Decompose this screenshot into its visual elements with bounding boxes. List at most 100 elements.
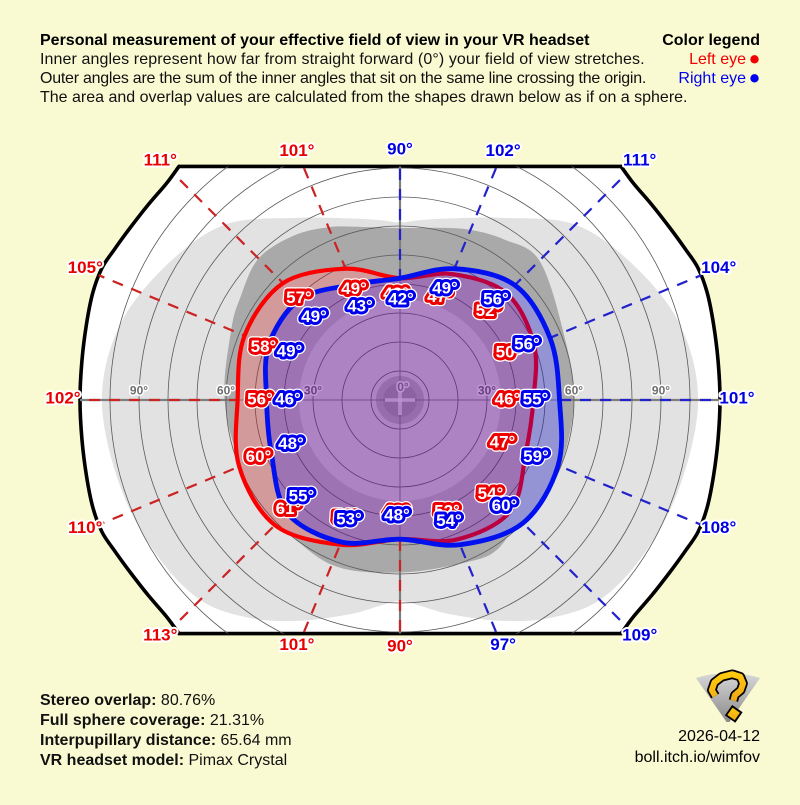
svg-text:48°: 48° — [278, 434, 304, 453]
svg-text:55°: 55° — [289, 487, 315, 506]
svg-text:47°: 47° — [427, 287, 453, 306]
svg-text:42°: 42° — [388, 290, 414, 309]
svg-text:Color legend: Color legend — [662, 32, 760, 49]
svg-text:Outer angles are the sum of th: Outer angles are the sum of the inner an… — [40, 70, 646, 87]
svg-text:52°: 52° — [476, 301, 502, 320]
svg-text:61°: 61° — [276, 499, 302, 518]
svg-text:43°: 43° — [347, 297, 373, 316]
svg-text:105°: 105° — [68, 258, 103, 277]
svg-text:49°: 49° — [301, 307, 327, 326]
svg-text:48°: 48° — [384, 506, 410, 525]
svg-text:49°: 49° — [277, 342, 303, 361]
svg-text:49°: 49° — [341, 279, 367, 298]
svg-text:Left eye: Left eye — [689, 51, 746, 68]
svg-text:46°: 46° — [275, 390, 301, 409]
svg-text:42°: 42° — [388, 290, 414, 309]
svg-text:54°: 54° — [333, 508, 359, 527]
svg-text:56°: 56° — [514, 335, 540, 354]
svg-text:0°: 0° — [397, 380, 409, 394]
svg-text:111°: 111° — [144, 150, 177, 169]
svg-text:43°: 43° — [347, 297, 373, 316]
svg-text:90°: 90° — [130, 384, 148, 398]
svg-text:102°: 102° — [486, 141, 521, 160]
svg-text:50°: 50° — [496, 343, 522, 362]
svg-text:Full sphere coverage: 21.31%: Full sphere coverage: 21.31% — [40, 712, 264, 729]
svg-text:90°: 90° — [387, 139, 413, 158]
svg-text:47°: 47° — [427, 287, 453, 306]
svg-text:52°: 52° — [476, 301, 502, 320]
svg-text:60°: 60° — [217, 384, 235, 398]
svg-text:57°: 57° — [286, 288, 312, 307]
svg-text:102°: 102° — [45, 389, 80, 408]
svg-text:101°: 101° — [279, 635, 314, 654]
svg-text:46°: 46° — [495, 390, 521, 409]
svg-text:56°: 56° — [247, 390, 273, 409]
svg-text:56°: 56° — [247, 390, 273, 409]
svg-text:54°: 54° — [478, 484, 504, 503]
svg-text:60°: 60° — [246, 447, 272, 466]
svg-text:109°: 109° — [622, 626, 657, 645]
svg-text:101°: 101° — [719, 389, 754, 408]
svg-text:The area and overlap values ar: The area and overlap values are calculat… — [40, 89, 688, 106]
svg-text:60°: 60° — [246, 447, 272, 466]
svg-text:Personal measurement of your e: Personal measurement of your effective f… — [40, 32, 590, 49]
svg-text:90°: 90° — [387, 637, 413, 656]
svg-text:Interpupillary distance: 65.64: Interpupillary distance: 65.64 mm — [40, 732, 292, 749]
svg-text:48°: 48° — [384, 502, 410, 521]
svg-text:55°: 55° — [523, 390, 549, 409]
svg-text:55°: 55° — [523, 390, 549, 409]
svg-text:58°: 58° — [251, 337, 277, 356]
svg-text:49°: 49° — [341, 279, 367, 298]
svg-text:47°: 47° — [490, 433, 516, 452]
svg-text:60°: 60° — [492, 496, 518, 515]
svg-text:VR headset model: Pimax Crysta: VR headset model: Pimax Crystal — [40, 752, 287, 769]
svg-text:46°: 46° — [275, 390, 301, 409]
svg-text:52°: 52° — [434, 502, 460, 521]
svg-text:97°: 97° — [490, 635, 516, 654]
svg-text:60°: 60° — [492, 496, 518, 515]
svg-text:boll.itch.io/wimfov: boll.itch.io/wimfov — [635, 749, 760, 766]
svg-text:49°: 49° — [277, 342, 303, 361]
svg-text:42°: 42° — [383, 284, 409, 303]
svg-text:59°: 59° — [523, 447, 549, 466]
svg-text:110°: 110° — [68, 518, 102, 537]
svg-text:46°: 46° — [495, 390, 521, 409]
svg-text:54°: 54° — [478, 484, 504, 503]
svg-text:111°: 111° — [623, 150, 656, 169]
svg-text:53°: 53° — [336, 510, 362, 529]
svg-text:54°: 54° — [436, 511, 462, 530]
svg-text:101°: 101° — [279, 141, 314, 160]
svg-text:49°: 49° — [301, 307, 327, 326]
svg-text:53°: 53° — [336, 510, 362, 529]
svg-text:61°: 61° — [276, 499, 302, 518]
svg-text:47°: 47° — [490, 433, 516, 452]
svg-text:54°: 54° — [436, 511, 462, 530]
svg-text:108°: 108° — [701, 518, 736, 537]
svg-text:Right eye: Right eye — [678, 70, 746, 87]
svg-text:54°: 54° — [333, 508, 359, 527]
svg-text:55°: 55° — [289, 487, 315, 506]
svg-text:48°: 48° — [384, 506, 410, 525]
svg-text:2026-04-12: 2026-04-12 — [678, 728, 760, 745]
svg-text:50°: 50° — [496, 343, 522, 362]
svg-text:30°: 30° — [304, 384, 322, 398]
svg-text:113°: 113° — [143, 626, 177, 645]
svg-text:56°: 56° — [514, 335, 540, 354]
svg-text:52°: 52° — [434, 502, 460, 521]
svg-text:30°: 30° — [478, 384, 496, 398]
svg-text:49°: 49° — [432, 279, 458, 298]
svg-text:56°: 56° — [483, 290, 509, 309]
svg-text:Inner angles represent how far: Inner angles represent how far from stra… — [40, 51, 645, 68]
svg-text:90°: 90° — [652, 384, 670, 398]
svg-text:42°: 42° — [383, 284, 409, 303]
svg-text:59°: 59° — [523, 447, 549, 466]
svg-text:57°: 57° — [286, 288, 312, 307]
svg-text:49°: 49° — [432, 279, 458, 298]
svg-text:58°: 58° — [251, 337, 277, 356]
svg-text:48°: 48° — [384, 502, 410, 521]
svg-text:48°: 48° — [278, 434, 304, 453]
svg-text:60°: 60° — [565, 384, 583, 398]
svg-text:Stereo overlap: 80.76%: Stereo overlap: 80.76% — [40, 692, 215, 709]
svg-text:56°: 56° — [483, 290, 509, 309]
svg-text:104°: 104° — [701, 258, 736, 277]
